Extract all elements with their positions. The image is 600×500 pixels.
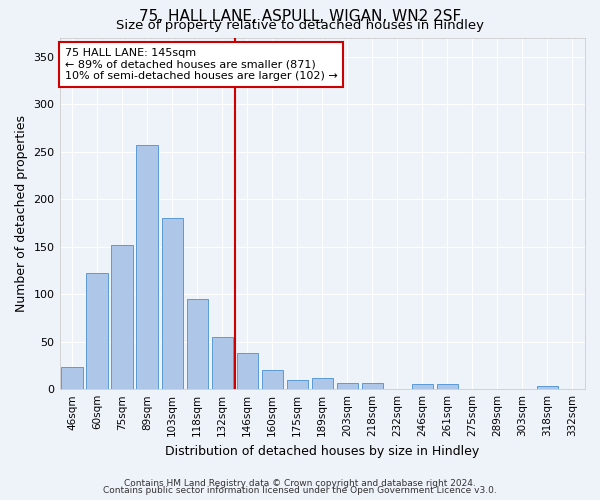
Y-axis label: Number of detached properties: Number of detached properties [15,115,28,312]
Bar [136,145,158,389]
Text: 75 HALL LANE: 145sqm
← 89% of detached houses are smaller (871)
10% of semi-deta: 75 HALL LANE: 145sqm ← 89% of detached h… [65,48,338,82]
Bar [187,299,208,389]
Bar [287,380,308,389]
Text: Contains public sector information licensed under the Open Government Licence v3: Contains public sector information licen… [103,486,497,495]
Bar [437,384,458,389]
Text: 75, HALL LANE, ASPULL, WIGAN, WN2 2SF: 75, HALL LANE, ASPULL, WIGAN, WN2 2SF [139,9,461,24]
Text: Contains HM Land Registry data © Crown copyright and database right 2024.: Contains HM Land Registry data © Crown c… [124,478,476,488]
Bar [236,353,258,389]
X-axis label: Distribution of detached houses by size in Hindley: Distribution of detached houses by size … [165,444,479,458]
Bar [262,370,283,389]
Bar [537,386,558,389]
Bar [212,337,233,389]
Bar [112,244,133,389]
Bar [311,378,333,389]
Bar [86,273,108,389]
Bar [362,384,383,389]
Text: Size of property relative to detached houses in Hindley: Size of property relative to detached ho… [116,18,484,32]
Bar [161,218,183,389]
Bar [412,384,433,389]
Bar [337,382,358,389]
Bar [61,368,83,389]
